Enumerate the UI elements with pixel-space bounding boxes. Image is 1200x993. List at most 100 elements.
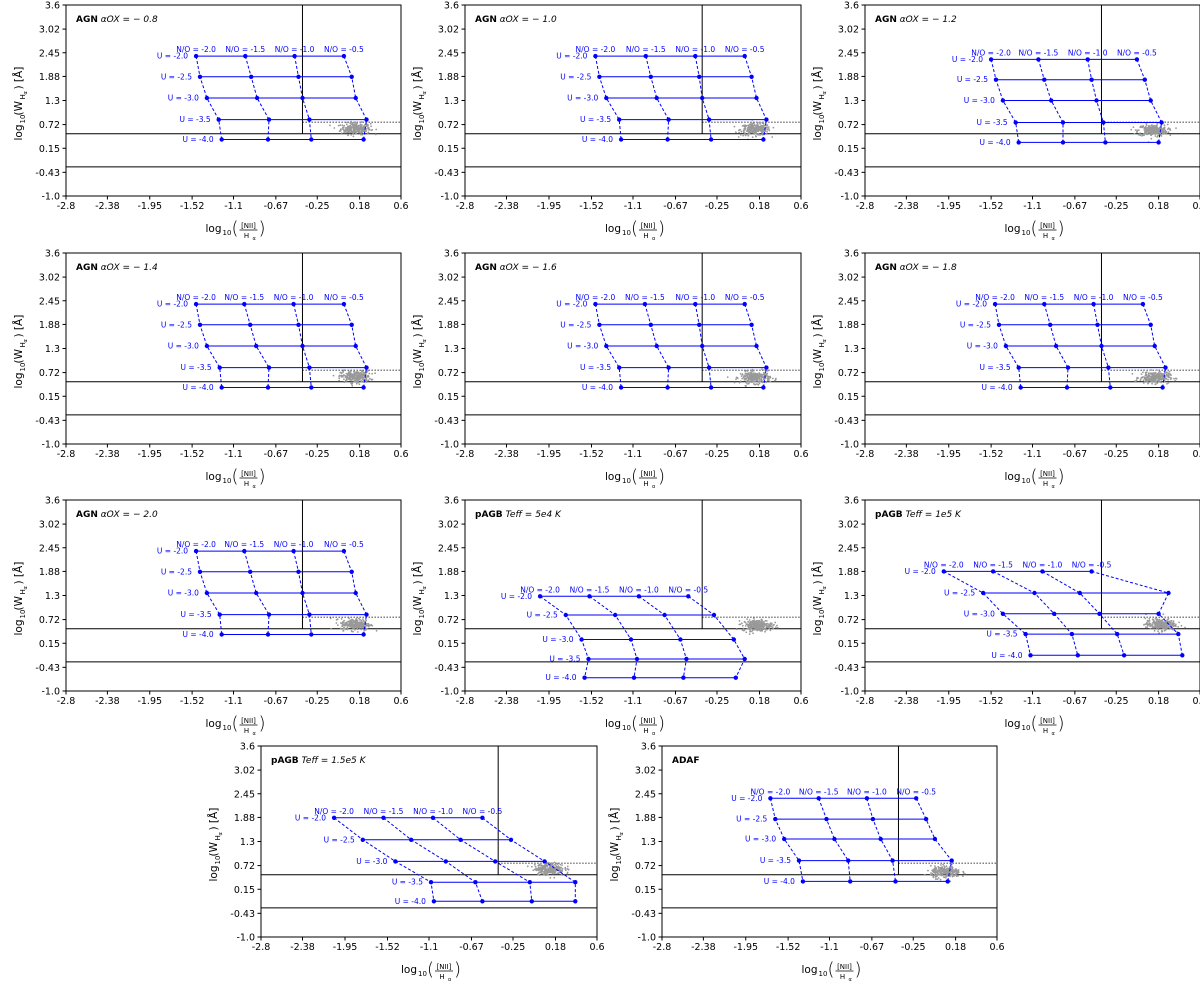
y-axis-w: (W [812,348,824,363]
model-point [193,301,199,307]
model-point [711,612,717,618]
galaxy-point [361,133,364,136]
galaxy-point [341,124,344,127]
y-axis-w: (W [208,841,220,856]
galaxy-point [748,633,751,635]
y-tick-label: 3.02 [234,766,255,777]
model-point [1042,77,1047,82]
model-point [846,858,851,863]
y-axis-w-sub2: α [218,832,224,836]
galaxy-point [758,627,760,629]
galaxy-point [747,124,750,127]
galaxy-point [1164,616,1167,619]
galaxy-point [1174,379,1177,382]
galaxy-point [336,618,339,621]
galaxy-point [759,121,761,124]
galaxy-point [745,623,748,625]
galaxy-point [362,128,365,131]
galaxy-point [1158,381,1160,383]
y-tick-label: -1.0 [41,192,60,203]
y-tick-label: 2.45 [438,296,459,307]
model-point [266,612,272,617]
galaxy-point [355,378,357,381]
galaxy-point [560,873,563,876]
model-point [764,365,769,370]
galaxy-point [745,385,747,387]
galaxy-point [1145,373,1147,375]
galaxy-point [1156,618,1159,621]
y-axis-log: log [609,865,621,881]
galaxy-point [757,121,759,124]
galaxy-point [343,619,345,622]
y-tick-label: 2.45 [39,296,60,307]
x-tick-label: 0.6 [393,449,408,460]
model-point [216,117,221,122]
y-axis-log-base: 10 [19,115,27,124]
model-point [573,880,578,885]
x-tick-label: -2.38 [95,449,120,460]
bpt-chart: N/O = -2.0 N/O = -1.5 N/O = -1.0 N/O = -0.5… [12,496,409,738]
model-point [864,796,870,801]
model-point [248,322,253,327]
model-point [349,322,354,327]
model-point [381,815,386,820]
model-point [654,343,659,349]
galaxy-point [353,123,356,126]
model-point [1152,343,1157,349]
galaxy-point [739,134,742,136]
model-point [197,569,203,574]
x-axis-log: log [1005,223,1021,235]
model-point [754,343,759,349]
galaxy-point [1157,620,1160,623]
model-point [1148,322,1153,327]
no-label: N/O = -1.0 [675,293,715,302]
y-axis-w-sub2: α [23,586,29,590]
model-point [307,612,312,617]
model-point [204,590,210,596]
galaxy-point [1165,372,1168,374]
galaxy-point [1156,129,1159,131]
y-tick-label: 1.3 [444,591,459,602]
model-point [1016,365,1021,370]
galaxy-point [365,128,368,130]
model-point [706,117,712,122]
no-label: N/O = -0.5 [725,45,765,54]
no-label: N/O = -2.0 [751,787,791,796]
y-tick-label: 3.02 [635,766,656,777]
galaxy-point [940,867,942,870]
galaxy-point [361,373,364,376]
model-point [800,879,806,884]
y-tick-label: -0.43 [834,168,859,179]
x-tick-label: -0.67 [459,942,484,953]
galaxy-point [1167,378,1169,381]
y-tick-label: 0.15 [234,885,255,896]
x-axis-open-paren: ( [1031,713,1038,734]
galaxy-point [351,132,354,134]
model-point [309,385,314,390]
galaxy-point [1177,626,1180,628]
galaxy-point [1161,130,1164,133]
y-tick-label: 3.6 [444,1,459,12]
galaxy-point [1136,377,1138,380]
y-axis-w: (W [13,595,25,610]
x-axis-close-paren: ) [658,466,665,487]
panel-title: pAGB Teff = 1e5 K [875,510,962,520]
galaxy-point [357,624,360,627]
galaxy-point [1163,132,1165,135]
galaxy-point [333,127,336,129]
y-axis-log: log [812,619,824,635]
model-point [217,612,222,617]
galaxy-point [947,867,950,870]
galaxy-point [765,373,768,376]
x-tick-label: -1.95 [936,696,961,707]
galaxy-point [551,863,554,866]
x-axis-numerator: [NII] [641,222,656,230]
galaxy-point [962,870,965,873]
galaxy-point [566,871,569,874]
galaxy-point [350,376,353,378]
galaxy-point [348,617,350,620]
galaxy-point [754,377,756,380]
galaxy-point [1154,381,1156,383]
galaxy-point [1160,620,1163,623]
y-tick-label: 0.72 [838,120,859,131]
